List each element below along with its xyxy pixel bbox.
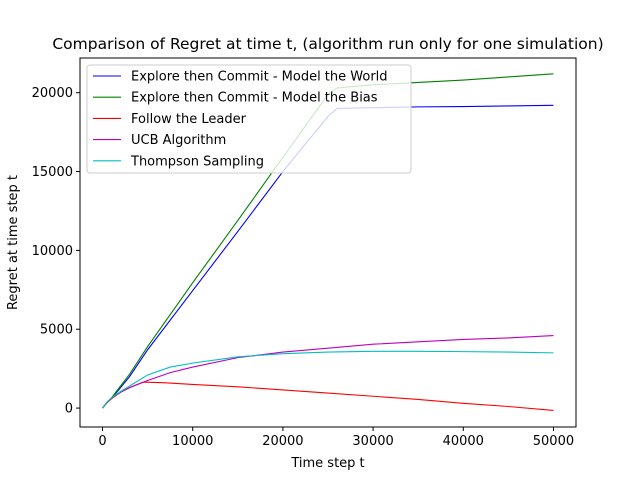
- y-tick-label: 5000: [40, 323, 73, 338]
- legend-label-2: Follow the Leader: [131, 112, 247, 127]
- x-tick-label: 40000: [443, 434, 484, 449]
- series-line-4: [102, 350, 554, 409]
- legend-label-0: Explore then Commit - Model the World: [131, 70, 388, 85]
- series-line-1: [102, 73, 554, 409]
- plot-area-frame: [79, 57, 577, 428]
- legend-entries: Explore then Commit - Model the World Exp…: [93, 70, 388, 169]
- x-tick-label: 30000: [352, 434, 393, 449]
- legend-frame: [86, 64, 412, 174]
- x-tick-label: 0: [98, 434, 106, 449]
- x-axis: 0 10000 20000 30000 40000 50000: [98, 427, 574, 449]
- y-tick-label: 15000: [32, 165, 73, 180]
- x-axis-title: Time step t: [290, 456, 364, 471]
- y-tick-label: 20000: [32, 86, 73, 101]
- x-tick-label: 20000: [262, 434, 303, 449]
- chart-title: Comparison of Regret at time t, (algorit…: [52, 35, 603, 53]
- series-layer: [102, 73, 554, 411]
- y-tick-label: 0: [65, 402, 73, 417]
- y-axis: 0 5000 10000 15000 20000: [32, 86, 80, 417]
- legend-label-3: UCB Algorithm: [131, 133, 226, 148]
- series-line-0: [102, 104, 554, 409]
- x-tick-label: 10000: [172, 434, 213, 449]
- legend-label-1: Explore then Commit - Model the Bias: [131, 91, 378, 106]
- legend: Explore then Commit - Model the World Exp…: [86, 64, 412, 174]
- y-axis-title: Regret at time step t: [6, 175, 21, 310]
- x-tick-label: 50000: [533, 434, 574, 449]
- legend-label-4: Thompson Sampling: [130, 154, 264, 169]
- y-tick-label: 10000: [32, 244, 73, 259]
